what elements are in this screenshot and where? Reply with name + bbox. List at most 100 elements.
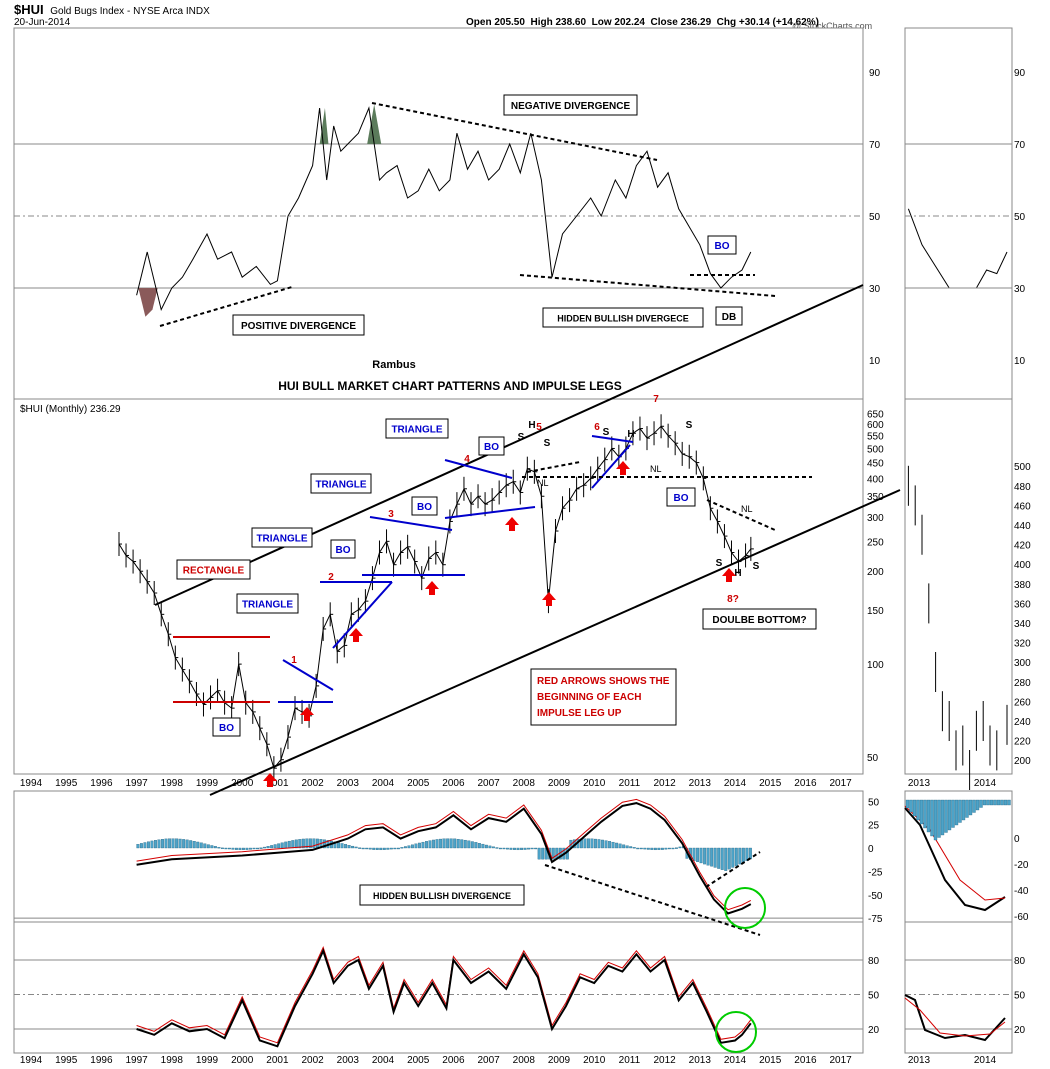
macd-histogram-bar	[224, 847, 228, 850]
macd-histogram-bar	[696, 847, 700, 862]
red-arrows-note-box	[530, 668, 677, 726]
macd-histogram-bar	[625, 845, 629, 849]
macd-histogram-bar	[235, 847, 238, 850]
macd-histogram-bar	[407, 845, 411, 849]
macd-histogram-bar	[481, 843, 485, 849]
price-xtick: 2015	[759, 778, 782, 789]
macd-histogram-bar	[611, 841, 615, 849]
inset-macd-ytick: -20	[1014, 860, 1029, 871]
rectangle-label-box	[176, 559, 251, 580]
inset-bottom-xtick: 2013	[908, 1055, 931, 1066]
macd-histogram-bar	[403, 846, 407, 849]
rsi-top-ytick: 90	[869, 68, 881, 79]
macd-histogram-bar	[629, 846, 633, 849]
inset-macd-bar	[923, 799, 927, 829]
triangle-3-label-box	[310, 473, 372, 494]
price-xtick: 1996	[90, 778, 113, 789]
macd-histogram-bar	[653, 847, 657, 851]
inset-price-ytick: 500	[1014, 462, 1031, 473]
rsi-top-line	[136, 106, 752, 312]
rectangle-label: RECTANGLE	[183, 566, 245, 577]
triangle-2-label-box	[251, 527, 313, 548]
inset-bottom-xtick: 2014	[974, 1055, 997, 1066]
macd-histogram-bar	[491, 846, 495, 849]
negative-divergence-label: NEGATIVE DIVERGENCE	[511, 101, 631, 112]
macd-ytick: -75	[868, 914, 883, 925]
macd-histogram-bar	[249, 847, 252, 850]
inset-macd-bar	[1007, 799, 1011, 806]
inset-macd-bar	[933, 799, 938, 841]
macd-histogram-bar	[418, 842, 421, 849]
macd-histogram-bar	[502, 847, 506, 850]
macd-histogram-bar	[703, 847, 707, 865]
rsi-top-ytick: 10	[869, 356, 881, 367]
author-label: Rambus	[372, 359, 415, 371]
macd-histogram-bar	[340, 843, 344, 849]
macd-histogram-bar	[541, 847, 545, 860]
macd-histogram-bar	[192, 841, 196, 849]
price-xtick: 2009	[548, 778, 571, 789]
negative-divergence-label-box	[503, 94, 638, 116]
rsi-overbought-fill-2	[367, 104, 382, 144]
inset-price-bars	[907, 465, 1008, 790]
bottom-xtick: 2014	[724, 1055, 747, 1066]
rsi-bottom-panel	[13, 921, 864, 1054]
shs-label: S	[518, 432, 525, 443]
macd-histogram-bar	[414, 843, 418, 849]
macd-histogram-bar	[446, 838, 450, 849]
price-series-label: $HUI (Monthly) 236.29	[20, 404, 121, 415]
macd-histogram-bar	[731, 847, 735, 868]
bottom-xtick: 2000	[231, 1055, 254, 1066]
price-xtick: 2001	[266, 778, 289, 789]
impulse-arrow	[425, 581, 439, 595]
tri3-upper	[369, 516, 453, 531]
inset-top-ytick: 70	[1014, 140, 1026, 151]
impulse-number-n2: 2	[328, 572, 334, 583]
price-ytick: 650	[867, 409, 884, 420]
macd-histogram-bar	[724, 847, 728, 871]
price-ytick: 400	[867, 474, 884, 485]
top-bo-label-box	[707, 235, 737, 255]
positive-divergence-label: POSITIVE DIVERGENCE	[241, 321, 356, 332]
macd-histogram-bar	[382, 847, 386, 850]
price-xtick: 1998	[161, 778, 184, 789]
macd-histogram-bar	[344, 844, 348, 849]
inset-price-ytick: 220	[1014, 737, 1031, 748]
macd-histogram-bar	[411, 844, 414, 849]
macd-histogram-bar	[615, 842, 619, 849]
inset-macd-bar	[944, 799, 948, 833]
macd-histogram-bar	[727, 847, 731, 870]
price-xtick: 2008	[513, 778, 536, 789]
inset-macd-bar	[972, 799, 976, 813]
macd-histogram-bar	[294, 839, 298, 849]
hidden-bullish-line	[519, 274, 776, 297]
macd-histogram-bar	[354, 846, 358, 849]
bottom-xtick: 2007	[477, 1055, 500, 1066]
inset-macd-bar	[919, 799, 924, 825]
triangle-2-label: TRIANGLE	[256, 534, 307, 545]
macd-histogram-bar	[175, 838, 179, 849]
macd-histogram-bar	[231, 847, 235, 850]
macd-histogram-bar	[150, 840, 154, 849]
triangle-1-label-box	[236, 593, 299, 614]
price-ytick: 450	[867, 459, 884, 470]
macd-trend-line	[705, 851, 761, 888]
impulse-arrow	[542, 592, 556, 606]
price-xtick: 2011	[619, 778, 641, 789]
inset-macd-bar	[958, 799, 962, 823]
shs-label: S	[686, 420, 693, 431]
macd-histogram-bar	[650, 847, 654, 850]
macd-histogram-bar	[667, 847, 671, 850]
macd-histogram-bar	[379, 847, 383, 851]
macd-histogram	[136, 838, 752, 871]
bottom-xtick: 2013	[689, 1055, 712, 1066]
macd-histogram-bar	[738, 847, 742, 865]
macd-histogram-bar	[717, 847, 721, 869]
rsi-bottom-ytick: 80	[868, 956, 880, 967]
macd-histogram-bar	[347, 845, 351, 849]
upper-channel-line	[154, 284, 864, 606]
macd-histogram-bar	[182, 839, 186, 849]
macd-ytick: -50	[868, 891, 883, 902]
rsi-bottom-ytick: 20	[868, 1025, 880, 1036]
